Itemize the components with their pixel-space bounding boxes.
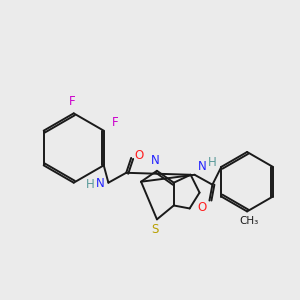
Text: O: O xyxy=(134,149,144,162)
Text: N: N xyxy=(151,154,159,167)
Text: H: H xyxy=(86,178,95,191)
Text: H: H xyxy=(208,156,217,170)
Text: O: O xyxy=(197,201,206,214)
Text: F: F xyxy=(68,95,75,108)
Text: N: N xyxy=(96,177,105,190)
Text: N: N xyxy=(198,160,207,173)
Text: S: S xyxy=(151,223,159,236)
Text: CH₃: CH₃ xyxy=(239,216,259,226)
Text: F: F xyxy=(112,116,119,129)
